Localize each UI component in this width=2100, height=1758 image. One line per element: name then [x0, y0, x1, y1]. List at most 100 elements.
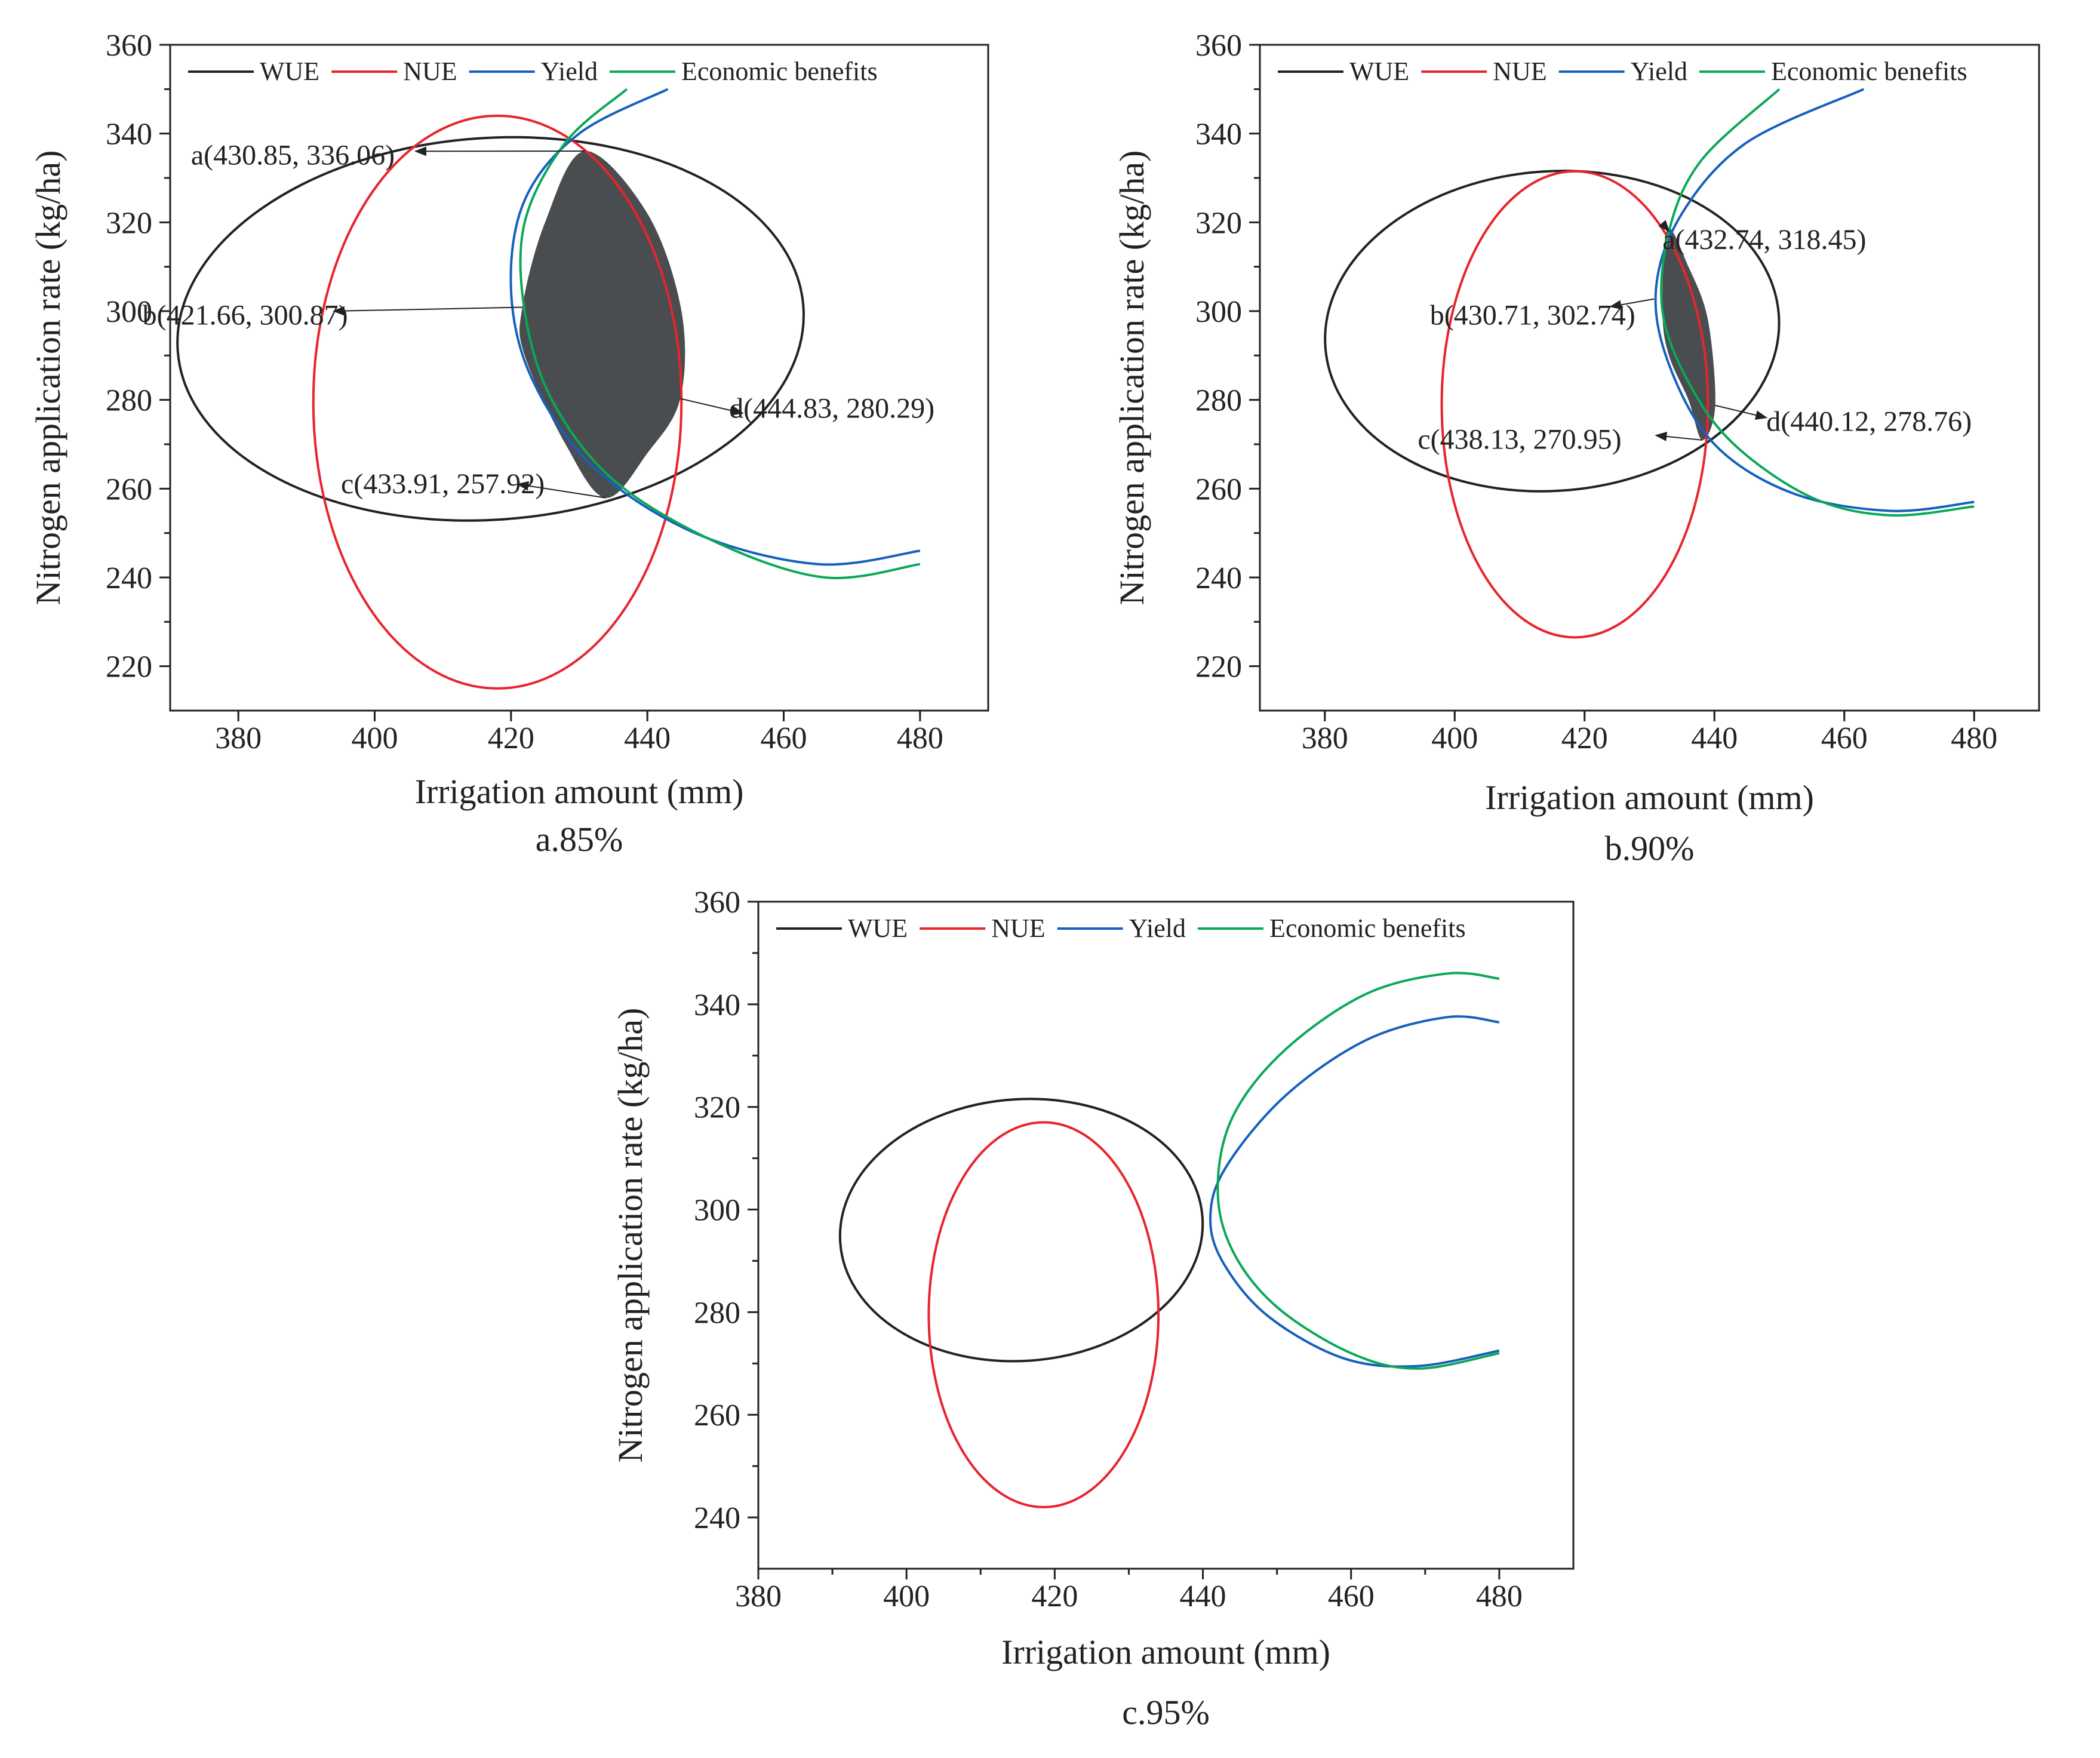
y-tick-label: 240 [694, 1501, 740, 1535]
legend-label: NUE [403, 57, 457, 86]
y-tick-label: 360 [1195, 29, 1242, 63]
series-yield [1209, 1015, 1500, 1368]
y-tick-label: 240 [1195, 561, 1242, 595]
series-yield [509, 88, 921, 566]
legend-label: Economic benefits [1771, 57, 1967, 86]
plot-area [176, 88, 921, 690]
series-economic-benefits [1216, 972, 1500, 1370]
y-tick-label: 240 [106, 561, 152, 595]
x-tick-label: 440 [1691, 721, 1738, 755]
x-axis-title: Irrigation amount (mm) [415, 772, 744, 811]
annotation-arrow [516, 481, 606, 499]
chart-panel-a: 380 400 420 440 460 480 220 240 260 280 300 320 340 3… [29, 29, 989, 859]
x-tick-label: 480 [1951, 721, 1997, 755]
panel-caption: a.85% [536, 820, 623, 859]
y-tick-label: 260 [106, 472, 152, 506]
plot-frame [1259, 44, 2040, 712]
y-tick-label: 280 [106, 384, 152, 418]
legend-label: Yield [1129, 914, 1186, 943]
y-tick-label: 360 [694, 886, 740, 920]
x-tick-label: 440 [1180, 1579, 1226, 1613]
y-tick-label: 340 [106, 118, 152, 152]
x-tick-label: 480 [1476, 1579, 1523, 1613]
y-tick-label: 340 [1195, 118, 1242, 152]
y-tick-label: 220 [106, 650, 152, 684]
annotation-label: d(444.83, 280.29) [729, 392, 934, 424]
legend-label: NUE [991, 914, 1045, 943]
legend-label: WUE [1349, 57, 1409, 86]
y-tick-label: 360 [106, 29, 152, 63]
y-tick-label: 260 [694, 1399, 740, 1433]
x-tick-label: 400 [1431, 721, 1478, 755]
legend-label: Yield [541, 57, 598, 86]
annotation-label: a(430.85, 336.06) [191, 140, 395, 171]
annotation-label: c(433.91, 257.92) [341, 468, 545, 500]
y-axis-title: Nitrogen application rate (kg/ha) [611, 1008, 650, 1463]
annotation-arrow [680, 398, 744, 416]
y-tick-label: 260 [1195, 472, 1242, 506]
x-axis-title: Irrigation amount (mm) [1001, 1633, 1330, 1671]
x-tick-label: 400 [352, 721, 398, 755]
series-wue [176, 136, 805, 522]
annotation-arrow [1658, 220, 1670, 232]
annotation-label: d(440.12, 278.76) [1766, 406, 1972, 438]
plot-area [1324, 88, 1975, 639]
x-tick-label: 480 [897, 721, 943, 755]
legend-label: WUE [260, 57, 319, 86]
y-tick-label: 320 [694, 1091, 740, 1125]
y-tick-label: 300 [106, 295, 152, 329]
chart-panel-c: 380 400 420 440 460 480 240 260 280 300 320 340 360 I… [611, 886, 1575, 1732]
annotation-label: b(421.66, 300.87) [143, 299, 348, 331]
y-tick-label: 300 [694, 1194, 740, 1228]
x-tick-label: 380 [735, 1579, 782, 1613]
x-tick-label: 380 [1302, 721, 1348, 755]
y-axis-title: Nitrogen application rate (kg/ha) [29, 150, 67, 606]
annotation-arrow [1609, 298, 1655, 310]
annotation-arrow [1655, 431, 1703, 441]
feasible-region [519, 150, 685, 498]
series-nue [1440, 170, 1709, 639]
x-tick-label: 420 [1031, 1579, 1078, 1613]
y-tick-label: 280 [1195, 384, 1242, 418]
feasible-region [1662, 228, 1715, 440]
x-tick-label: 440 [624, 721, 671, 755]
y-axis-title: Nitrogen application rate (kg/ha) [1112, 150, 1151, 606]
annotation-arrow [1715, 404, 1768, 420]
legend-label: NUE [1493, 57, 1546, 86]
panel-caption: b.90% [1605, 829, 1695, 868]
y-tick-label: 220 [1195, 650, 1242, 684]
panel-caption: c.95% [1122, 1693, 1210, 1732]
series-yield [1654, 88, 1975, 512]
series-wue [838, 1098, 1204, 1363]
legend-label: WUE [848, 914, 908, 943]
y-tick-label: 320 [1195, 206, 1242, 240]
legend-label: Yield [1631, 57, 1687, 86]
y-tick-label: 340 [694, 988, 740, 1022]
series-economic-benefits [519, 88, 921, 579]
plot-frame [169, 44, 989, 712]
series-economic-benefits [1660, 88, 1975, 517]
chart-panel-b: 380 400 420 440 460 480 220 240 260 280 300 320 340 3… [1112, 29, 2040, 868]
x-tick-label: 420 [488, 721, 534, 755]
annotation-label: c(438.13, 270.95) [1418, 423, 1621, 455]
x-tick-label: 420 [1561, 721, 1608, 755]
x-tick-label: 400 [883, 1579, 930, 1613]
legend-label: Economic benefits [1269, 914, 1466, 943]
legend-label: Economic benefits [681, 57, 878, 86]
x-tick-label: 460 [761, 721, 807, 755]
series-nue [927, 1121, 1160, 1508]
plot-area [838, 972, 1500, 1508]
series-nue [312, 114, 683, 690]
annotation-arrow [333, 306, 522, 316]
x-tick-label: 460 [1328, 1579, 1375, 1613]
series-wue [1324, 170, 1781, 493]
annotation-label: b(430.71, 302.74) [1430, 299, 1635, 331]
x-tick-label: 460 [1821, 721, 1868, 755]
x-axis-title: Irrigation amount (mm) [1485, 778, 1814, 817]
plot-frame [757, 900, 1575, 1570]
y-tick-label: 280 [694, 1296, 740, 1330]
x-tick-label: 380 [215, 721, 262, 755]
y-tick-label: 320 [106, 206, 152, 240]
annotation-label: a(432.74, 318.45) [1662, 224, 1866, 256]
